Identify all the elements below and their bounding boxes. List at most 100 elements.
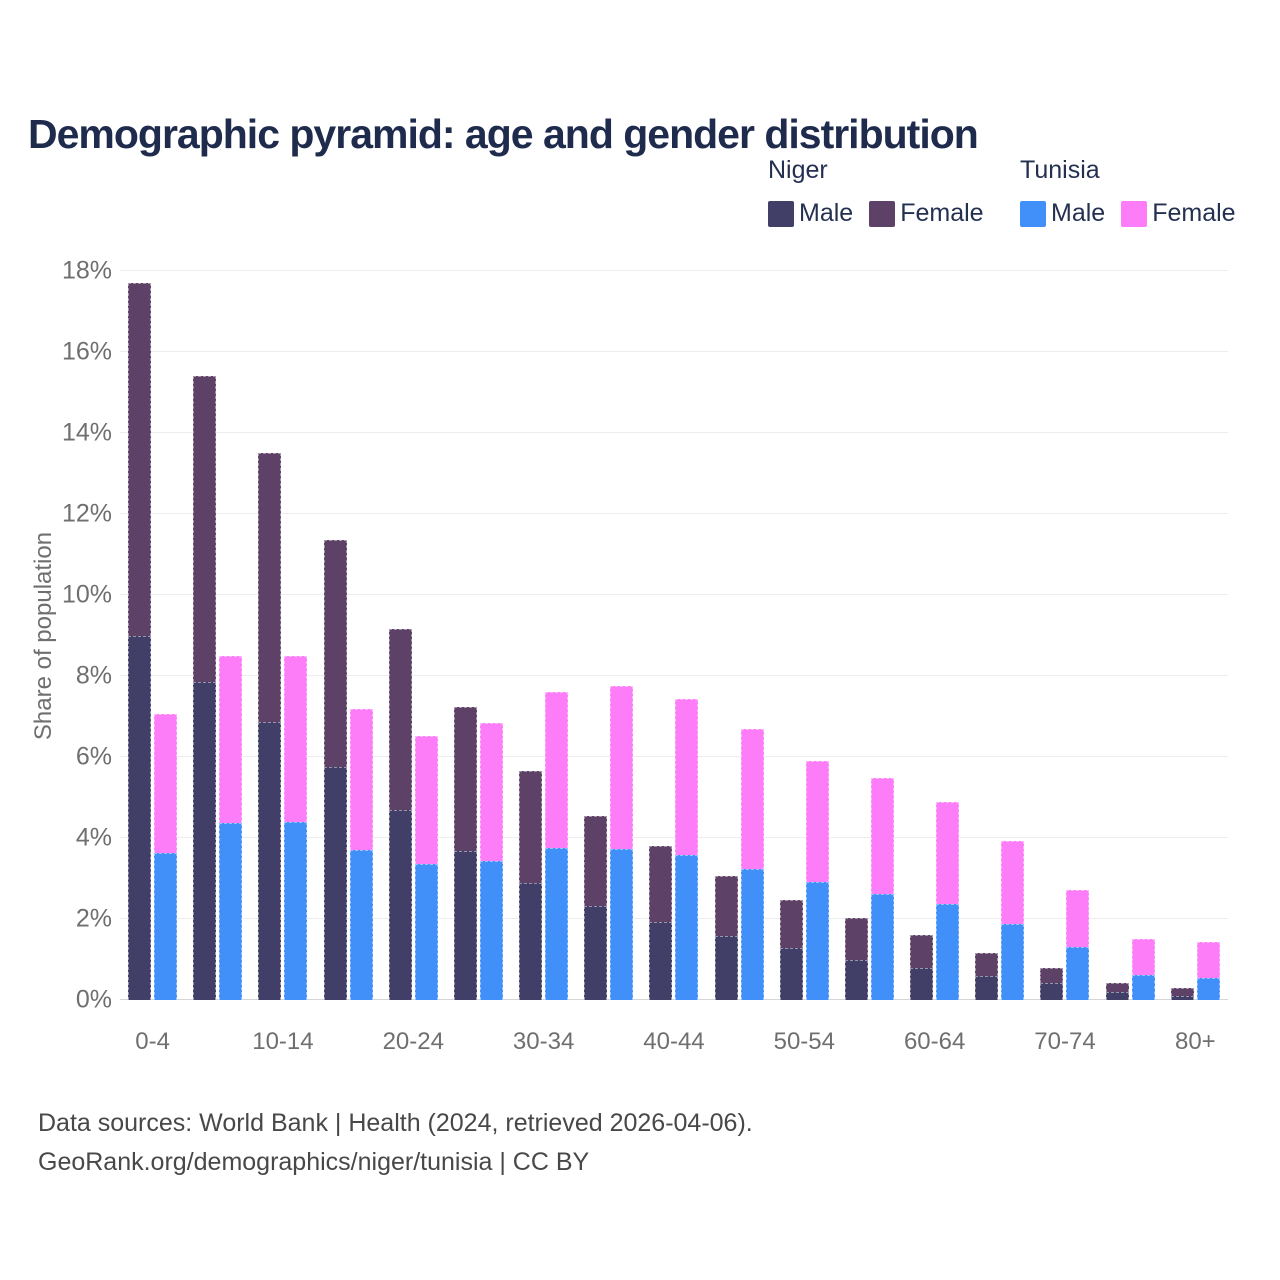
- niger-bar: [910, 935, 934, 1000]
- niger-male-bar-segment[interactable]: [584, 906, 608, 1000]
- niger-female-bar-segment[interactable]: [584, 815, 608, 907]
- niger-female-bar-segment[interactable]: [1105, 982, 1129, 992]
- legend-item-niger-female[interactable]: Female: [869, 199, 984, 228]
- niger-male-bar-segment[interactable]: [779, 948, 803, 1000]
- tunisia-male-bar-segment[interactable]: [805, 882, 829, 1000]
- niger-female-bar-segment[interactable]: [453, 706, 477, 851]
- tunisia-male-bar-segment[interactable]: [284, 822, 308, 1000]
- x-tick-label: 30-34: [512, 1028, 575, 1055]
- tunisia-female-swatch-icon: [1121, 200, 1148, 227]
- tunisia-male-bar-segment[interactable]: [219, 823, 243, 1000]
- tunisia-male-bar-segment[interactable]: [349, 849, 373, 1000]
- tunisia-female-bar-segment[interactable]: [675, 698, 699, 855]
- niger-male-bar-segment[interactable]: [323, 767, 347, 1000]
- x-tick-label: 40-44: [643, 1028, 705, 1055]
- niger-bar: [258, 453, 282, 1000]
- tunisia-male-bar-segment[interactable]: [870, 893, 894, 1000]
- tunisia-male-bar-segment[interactable]: [545, 847, 569, 1000]
- niger-female-bar-segment[interactable]: [388, 629, 412, 811]
- age-group-25-29: [446, 271, 511, 1000]
- legend-item-tunisia-female[interactable]: Female: [1121, 199, 1236, 228]
- niger-female-bar-segment[interactable]: [1170, 988, 1194, 996]
- x-tick-label: 0-4: [135, 1028, 170, 1055]
- tunisia-female-bar-segment[interactable]: [284, 656, 308, 823]
- niger-female-bar-segment[interactable]: [714, 875, 738, 937]
- niger-female-bar-segment[interactable]: [193, 375, 217, 683]
- niger-female-bar-segment[interactable]: [1040, 968, 1064, 984]
- niger-male-bar-segment[interactable]: [193, 682, 217, 1000]
- niger-bar: [779, 899, 803, 1000]
- tunisia-bar: [414, 735, 438, 1000]
- tunisia-female-bar-segment[interactable]: [1196, 941, 1220, 979]
- age-group-15-19: [316, 271, 381, 1000]
- tunisia-female-bar-segment[interactable]: [1001, 840, 1025, 924]
- tunisia-female-bar-segment[interactable]: [154, 713, 178, 854]
- niger-male-bar-segment[interactable]: [519, 883, 543, 1000]
- niger-female-bar-segment[interactable]: [649, 846, 673, 922]
- tunisia-female-bar-segment[interactable]: [805, 760, 829, 883]
- niger-female-bar-segment[interactable]: [844, 918, 868, 960]
- niger-male-bar-segment[interactable]: [388, 810, 412, 1000]
- tunisia-male-bar-segment[interactable]: [936, 904, 960, 1000]
- legend-item-tunisia-male[interactable]: Male: [1020, 199, 1105, 228]
- niger-female-bar-segment[interactable]: [323, 539, 347, 768]
- niger-male-bar-segment[interactable]: [1040, 983, 1064, 1000]
- tunisia-female-bar-segment[interactable]: [610, 685, 634, 849]
- niger-male-bar-segment[interactable]: [258, 721, 282, 1000]
- age-group-0-4: [120, 271, 185, 1000]
- tunisia-female-bar-segment[interactable]: [1131, 938, 1155, 975]
- niger-male-bar-segment[interactable]: [975, 976, 999, 1000]
- niger-male-bar-segment[interactable]: [844, 959, 868, 1000]
- footer: Data sources: World Bank | Health (2024,…: [38, 1104, 753, 1182]
- tunisia-female-bar-segment[interactable]: [414, 735, 438, 865]
- tunisia-female-bar-segment[interactable]: [219, 656, 243, 824]
- tunisia-female-bar-segment[interactable]: [479, 722, 503, 862]
- tunisia-bar: [1001, 840, 1025, 1000]
- age-group-5-9: [185, 271, 250, 1000]
- niger-male-bar-segment[interactable]: [128, 635, 152, 1000]
- age-group-45-49: [707, 271, 772, 1000]
- tunisia-female-bar-segment[interactable]: [1066, 889, 1090, 948]
- niger-male-bar-segment[interactable]: [910, 967, 934, 1000]
- x-tick-label: [446, 1028, 511, 1056]
- tunisia-male-bar-segment[interactable]: [479, 861, 503, 1000]
- niger-female-bar-segment[interactable]: [910, 935, 934, 968]
- tunisia-male-bar-segment[interactable]: [414, 864, 438, 1000]
- x-tick-label: 50-54: [773, 1028, 835, 1055]
- tunisia-male-bar-segment[interactable]: [1196, 978, 1220, 1000]
- niger-female-bar-segment[interactable]: [519, 771, 543, 884]
- legend-country-tunisia: Tunisia: [1020, 156, 1100, 184]
- tunisia-female-bar-segment[interactable]: [740, 728, 764, 869]
- x-tick-label: [967, 1028, 1032, 1056]
- tunisia-male-swatch-icon: [1020, 200, 1046, 227]
- tunisia-female-bar-segment[interactable]: [936, 802, 960, 905]
- x-tick-label: 80+: [1174, 1028, 1216, 1055]
- tunisia-bar: [740, 728, 764, 1000]
- niger-male-bar-segment[interactable]: [649, 921, 673, 1000]
- niger-female-bar-segment[interactable]: [128, 283, 152, 636]
- niger-male-bar-segment[interactable]: [714, 936, 738, 1000]
- tunisia-male-bar-segment[interactable]: [1001, 923, 1025, 1000]
- tunisia-male-bar-segment[interactable]: [740, 868, 764, 1000]
- tunisia-female-bar-segment[interactable]: [349, 709, 373, 850]
- age-group-40-44: [641, 271, 706, 1000]
- tunisia-male-bar-segment[interactable]: [610, 848, 634, 1000]
- tunisia-male-bar-segment[interactable]: [1131, 974, 1155, 1000]
- tunisia-bar: [479, 722, 503, 1000]
- niger-female-bar-segment[interactable]: [258, 453, 282, 722]
- y-tick-label: 10%: [61, 580, 112, 609]
- niger-female-bar-segment[interactable]: [779, 899, 803, 949]
- tunisia-male-bar-segment[interactable]: [154, 853, 178, 1000]
- niger-male-bar-segment[interactable]: [453, 850, 477, 1000]
- tunisia-male-bar-segment[interactable]: [1066, 947, 1090, 1000]
- tunisia-male-bar-segment[interactable]: [675, 854, 699, 1000]
- tunisia-female-bar-segment[interactable]: [870, 778, 894, 894]
- niger-male-bar-segment[interactable]: [1170, 995, 1194, 1000]
- x-tick-label: [576, 1028, 641, 1056]
- niger-male-bar-segment[interactable]: [1105, 991, 1129, 1000]
- tunisia-bar: [870, 778, 894, 1000]
- legend-item-niger-male[interactable]: Male: [768, 199, 853, 228]
- tunisia-female-bar-segment[interactable]: [545, 691, 569, 848]
- tunisia-bar: [805, 760, 829, 1000]
- niger-female-bar-segment[interactable]: [975, 953, 999, 977]
